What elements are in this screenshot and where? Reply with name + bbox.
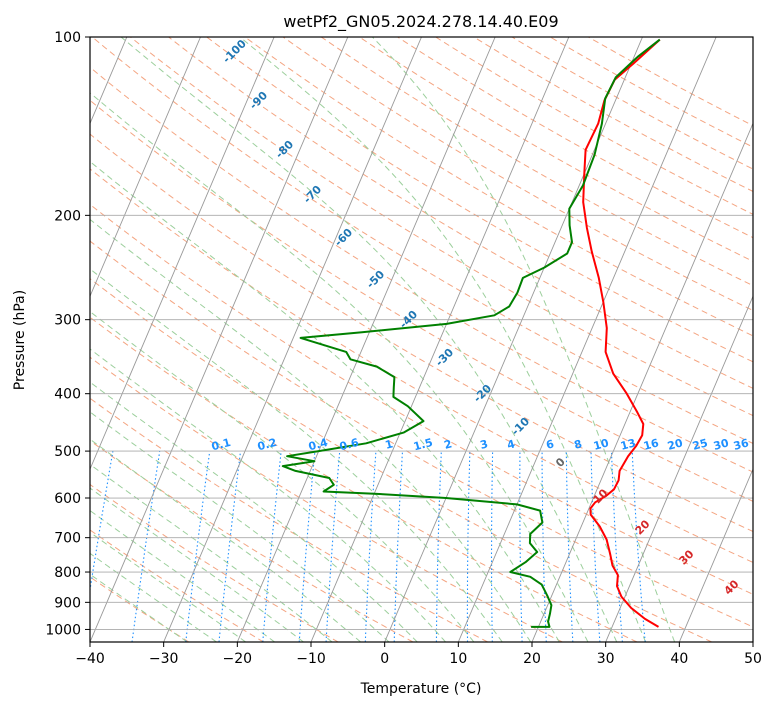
mixing-ratio-label: 1.5 xyxy=(412,436,434,454)
dry-adiabat xyxy=(90,316,638,642)
mixing-ratio-line xyxy=(131,451,161,642)
y-tick-label: 500 xyxy=(54,444,81,460)
moist-adiabat xyxy=(90,268,503,642)
isotherm-line xyxy=(90,37,201,298)
moist-adiabat xyxy=(90,411,390,642)
mixing-ratio-label: 6 xyxy=(545,437,556,452)
isotherm-line xyxy=(457,37,717,642)
x-axis: −40 −30 −20 −10 0 10 20 30 40 50 xyxy=(75,642,762,667)
mixing-ratio-label: 36 xyxy=(732,436,750,453)
dry-adiabat xyxy=(90,240,753,628)
mixing-ratio-label: 0.2 xyxy=(256,436,278,454)
y-tick-label: 400 xyxy=(54,387,81,403)
dry-adiabat xyxy=(90,66,753,473)
mixing-ratio-label: 13 xyxy=(619,436,637,453)
dry-adiabat xyxy=(90,440,414,642)
moist-adiabat xyxy=(372,37,676,642)
profile-series xyxy=(281,38,661,628)
chart-title: wetPf2_GN05.2024.278.14.40.E09 xyxy=(283,12,558,32)
mixing-ratio-lines xyxy=(90,451,646,642)
mixing-ratio-label: 4 xyxy=(506,437,517,452)
dry-adiabat xyxy=(90,483,339,642)
x-tick-label: 30 xyxy=(597,651,615,667)
dry-adiabat xyxy=(90,356,563,642)
x-tick-label: −30 xyxy=(149,651,179,667)
y-tick-label: 800 xyxy=(54,565,81,581)
mixing-ratio-label: 0.6 xyxy=(338,436,361,454)
isotherm-line xyxy=(163,37,422,642)
y-axis-label: Pressure (hPa) xyxy=(12,290,28,390)
plot-frame xyxy=(89,36,754,643)
y-tick-label: 300 xyxy=(54,313,81,329)
x-tick-label: 10 xyxy=(449,651,467,667)
dewpoint-profile-line xyxy=(281,38,661,628)
dry-adiabat xyxy=(130,37,753,417)
x-tick-label: −10 xyxy=(296,651,326,667)
x-tick-label: 20 xyxy=(523,651,541,667)
x-tick-label: 40 xyxy=(670,651,688,667)
y-tick-label: 200 xyxy=(54,208,81,224)
isotherm-line xyxy=(310,37,570,642)
moist-adiabat xyxy=(90,310,475,642)
isotherm-line xyxy=(90,37,275,471)
mixing-ratio-label: 30 xyxy=(712,436,730,453)
dry-adiabat xyxy=(90,203,753,595)
x-axis-label: Temperature (°C) xyxy=(360,681,482,697)
mixing-ratio-label: 16 xyxy=(642,436,660,453)
isotherm-line xyxy=(605,295,753,642)
mixing-ratio-label: 2 xyxy=(443,437,454,452)
dry-adiabat xyxy=(90,168,753,563)
moist-adiabat xyxy=(90,381,418,642)
mixing-ratio-line xyxy=(218,451,242,642)
x-tick-label: 50 xyxy=(744,651,762,667)
mixing-ratio-label: 1 xyxy=(384,437,395,452)
moist-adiabat xyxy=(120,37,618,642)
x-tick-label: 0 xyxy=(380,651,389,667)
y-tick-label: 100 xyxy=(54,30,81,46)
mixing-ratio-line xyxy=(90,451,114,594)
mixing-ratio-label: 0.1 xyxy=(210,436,232,454)
isotherm-line xyxy=(531,122,753,642)
moist-adiabat xyxy=(239,37,647,642)
isotherm-line xyxy=(90,37,349,642)
y-tick-label: 900 xyxy=(54,595,81,611)
moist-adiabat xyxy=(90,509,275,642)
isotherm-line xyxy=(236,37,496,642)
dry-adiabat xyxy=(91,37,753,444)
dry-adiabat xyxy=(206,37,753,363)
mixing-ratio-label: 0.4 xyxy=(307,436,330,454)
y-tick-label: 700 xyxy=(54,531,81,547)
temperature-profile-line xyxy=(582,38,661,628)
y-tick-label: 600 xyxy=(54,491,81,507)
isotherm-line xyxy=(678,467,753,642)
pressure-gridlines xyxy=(90,37,753,630)
y-tick-label: 1000 xyxy=(45,622,81,638)
x-tick-label: −20 xyxy=(223,651,253,667)
x-tick-label: −40 xyxy=(75,651,105,667)
mixing-ratio-label: 20 xyxy=(666,436,684,453)
y-axis: 100 200 300 400 500 600 700 800 900 1000 xyxy=(45,30,90,638)
dry-adiabat xyxy=(168,37,753,389)
mixing-ratio-label: 3 xyxy=(479,437,490,452)
isotherms xyxy=(90,37,753,642)
mixing-ratio-label: 25 xyxy=(691,436,709,453)
mixing-ratio-line xyxy=(185,451,211,642)
mixing-ratio-label: 10 xyxy=(592,436,610,453)
mixing-ratio-label: 8 xyxy=(573,437,584,452)
